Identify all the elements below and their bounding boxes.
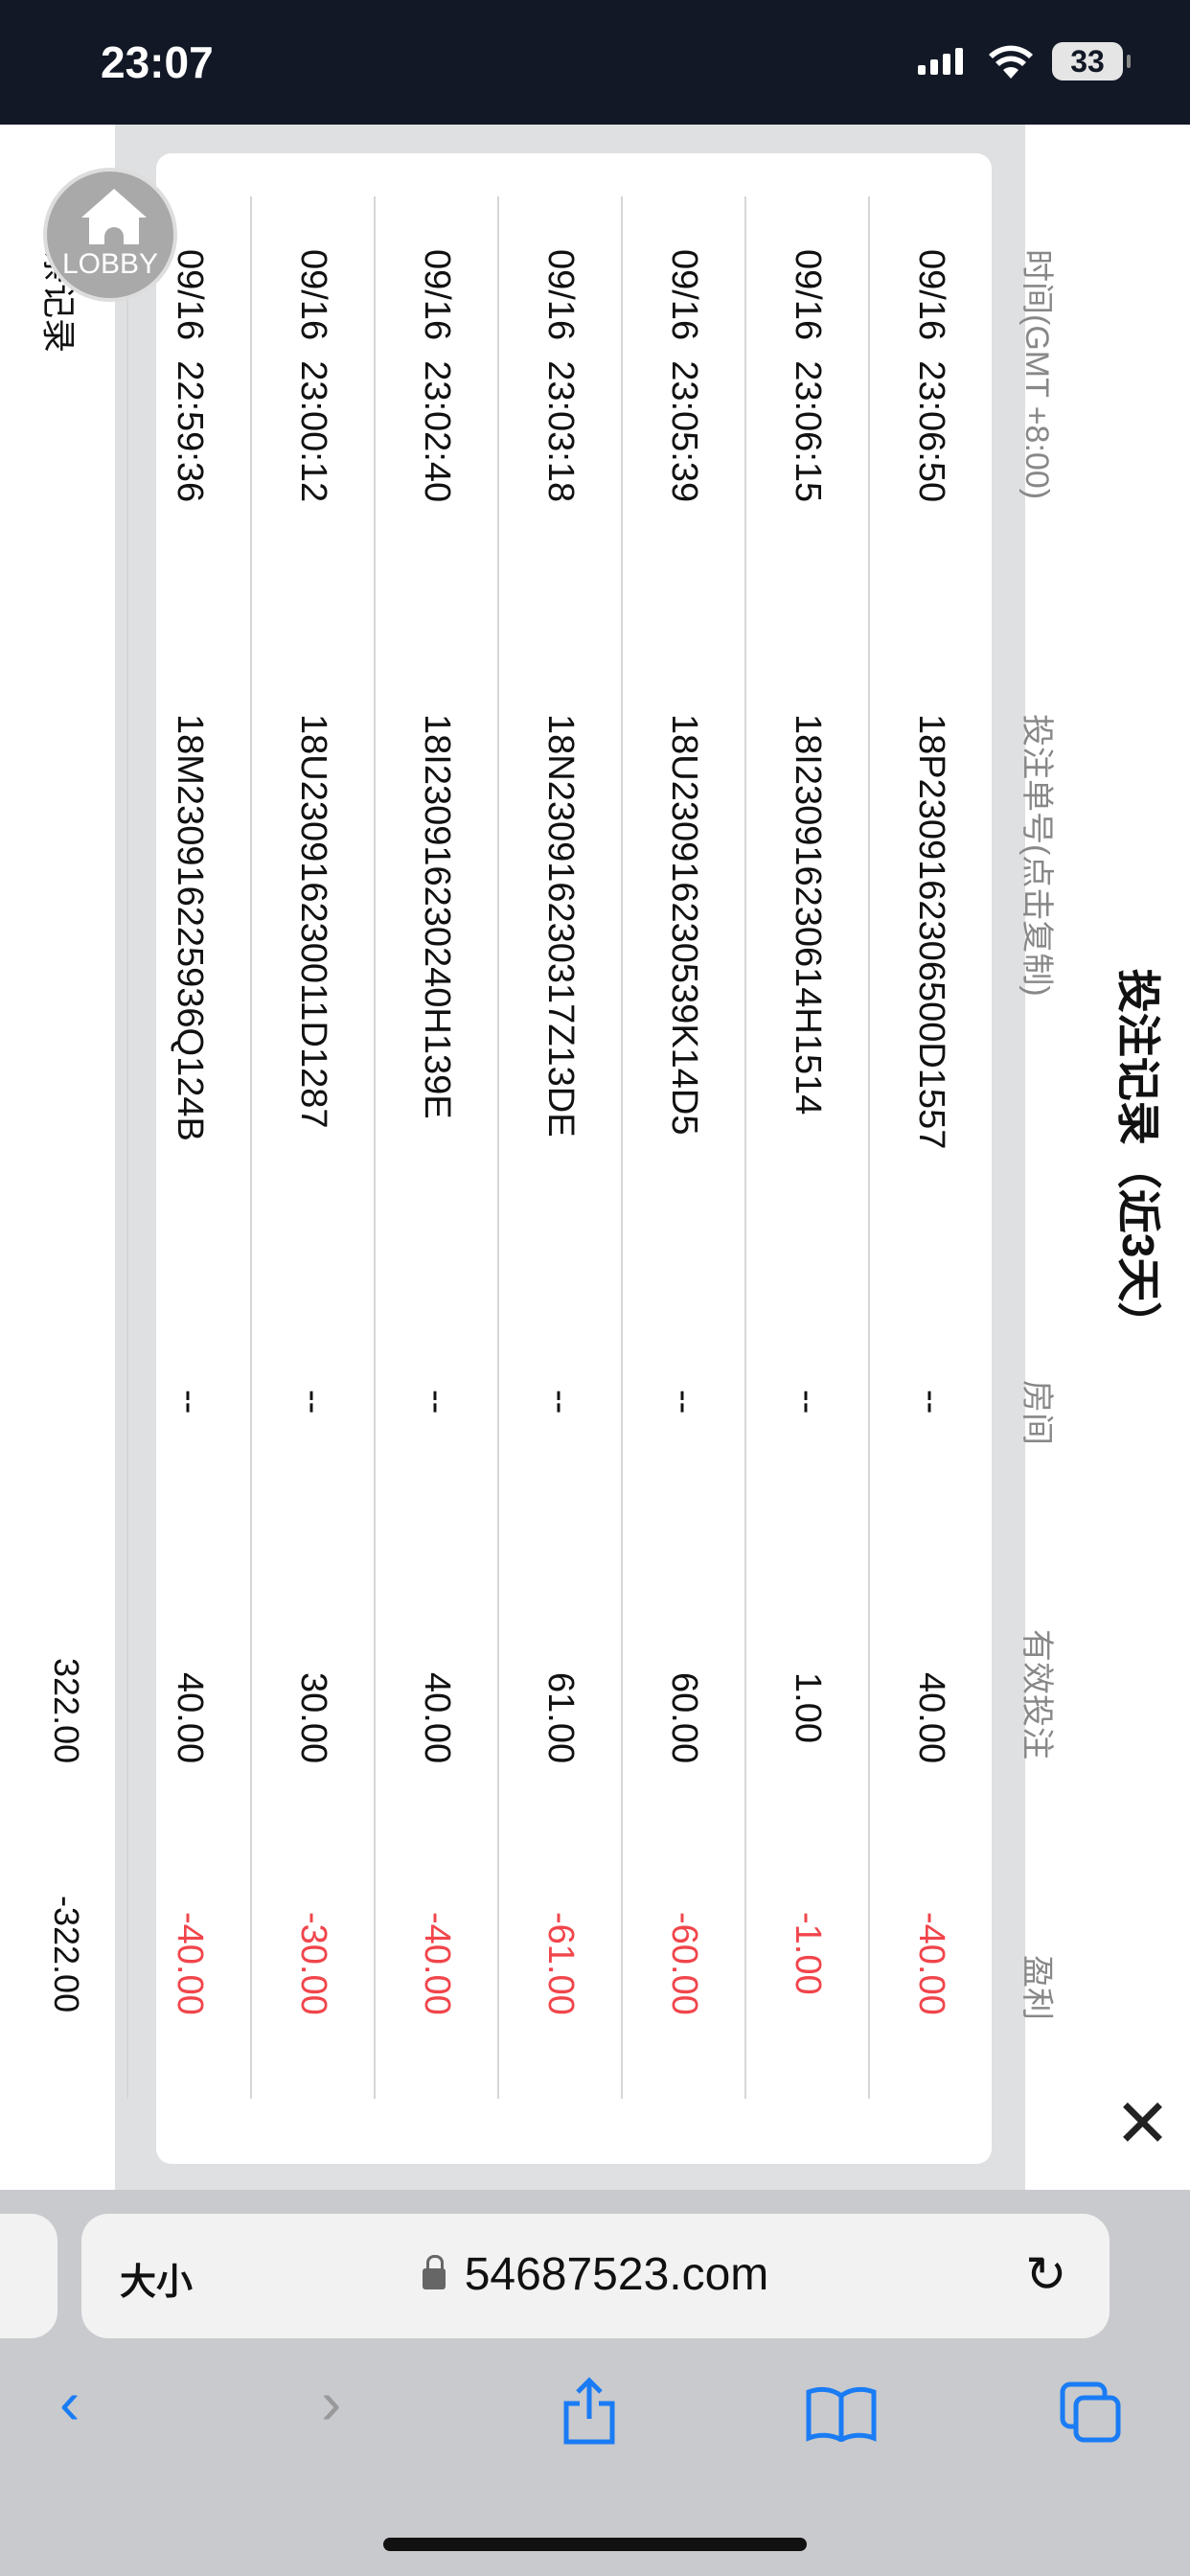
table-row: 09/16 23:00:12 18U230916230011D1287 -- 30.0… xyxy=(250,196,374,2099)
bet-time: 09/16 23:00:12 xyxy=(293,249,333,503)
modal-header: 投注记录（近3天） ✕ 时间(GMT +8:00) 投注单号(点击复制) 房间 … xyxy=(1018,125,1190,2190)
table-footer: 8条记录 322.00 -322.00 xyxy=(0,125,115,2190)
bet-time: 09/16 23:02:40 xyxy=(417,249,457,503)
profit: -40.00 xyxy=(170,1912,210,2015)
room: -- xyxy=(664,1390,704,1414)
table-row: 09/16 23:06:15 18I230916230614H1514 -- 1.00… xyxy=(744,196,868,2099)
valid-bet: 40.00 xyxy=(170,1672,210,1764)
table-row: 09/16 23:06:50 18P2309162306500D1557 -- 40.… xyxy=(868,196,992,2099)
home-indicator xyxy=(383,2538,807,2551)
tabs-icon[interactable] xyxy=(1059,2380,1122,2444)
previous-tab[interactable] xyxy=(0,2214,57,2338)
profit: -40.00 xyxy=(417,1912,457,2015)
forward-icon[interactable]: › xyxy=(321,2368,342,2437)
bet-time: 09/16 23:06:15 xyxy=(788,249,828,503)
bet-history-modal: 投注记录（近3天） ✕ 时间(GMT +8:00) 投注单号(点击复制) 房间 … xyxy=(0,125,1190,2190)
order-number[interactable]: 18P2309162306500D1557 xyxy=(911,714,951,1150)
room: -- xyxy=(788,1390,828,1414)
table-row: 09/16 23:05:39 18U230916230539K14D5 -- 60.0… xyxy=(621,196,744,2099)
room: -- xyxy=(170,1390,210,1414)
table-row: 09/16 23:02:40 18I230916230240H139E -- 40.0… xyxy=(374,196,497,2099)
profit: -1.00 xyxy=(788,1912,828,1995)
order-number[interactable]: 18U230916230011D1287 xyxy=(293,714,333,1129)
valid-bet: 40.00 xyxy=(417,1672,457,1764)
wifi-icon xyxy=(989,45,1033,79)
valid-bet: 40.00 xyxy=(911,1672,951,1764)
order-number[interactable]: 18I230916230240H139E xyxy=(417,714,457,1119)
column-header-order: 投注单号(点击复制) xyxy=(1018,714,1055,997)
total-profit: -322.00 xyxy=(47,1896,86,2013)
close-icon[interactable]: ✕ xyxy=(1104,2094,1179,2150)
bet-time: 09/16 23:03:18 xyxy=(540,249,581,503)
status-bar: 23:07 33 xyxy=(0,0,1190,125)
column-header-profit: 盈利 xyxy=(1018,1955,1055,2020)
profit: -60.00 xyxy=(664,1912,704,2015)
table-row: 09/16 23:03:18 18N230916230317Z13DE -- 61.0… xyxy=(497,196,621,2099)
bet-time: 09/16 22:59:36 xyxy=(170,249,210,503)
valid-bet: 60.00 xyxy=(664,1672,704,1764)
lobby-label: LOBBY xyxy=(61,248,159,280)
total-bet: 322.00 xyxy=(47,1658,86,1764)
house-icon xyxy=(81,189,147,218)
address-bar[interactable]: 大小 54687523.com ↻ xyxy=(81,2214,1110,2338)
column-header-room: 房间 xyxy=(1018,1380,1055,1445)
room: -- xyxy=(540,1390,581,1414)
domain[interactable]: 54687523.com xyxy=(464,2249,769,2300)
share-icon[interactable] xyxy=(561,2377,618,2446)
lobby-button[interactable]: LOBBY xyxy=(43,168,177,302)
modal-title: 投注记录（近3天） xyxy=(1113,968,1163,1346)
room: -- xyxy=(293,1390,333,1414)
battery-icon: 33 xyxy=(1052,42,1131,80)
profit: -40.00 xyxy=(911,1912,951,2015)
lock-icon xyxy=(422,2255,446,2289)
bet-time: 09/16 23:05:39 xyxy=(664,249,704,503)
text-size-button[interactable]: 大小 xyxy=(120,2263,194,2303)
column-header-valid-bet: 有效投注 xyxy=(1018,1629,1055,1760)
clock: 23:07 xyxy=(101,37,214,87)
order-number[interactable]: 18M230916225936Q124B xyxy=(170,714,210,1141)
order-number[interactable]: 18N230916230317Z13DE xyxy=(540,714,581,1138)
table-row: 09/16 22:59:36 18M230916225936Q124B -- 40.0… xyxy=(126,196,250,2099)
profit: -61.00 xyxy=(540,1912,581,2015)
signal-icon xyxy=(918,48,963,75)
column-header-time: 时间(GMT +8:00) xyxy=(1018,249,1055,500)
reload-icon[interactable]: ↻ xyxy=(1025,2247,1067,2303)
room: -- xyxy=(417,1390,457,1414)
room: -- xyxy=(911,1390,951,1414)
valid-bet: 1.00 xyxy=(788,1672,828,1743)
order-number[interactable]: 18I230916230614H1514 xyxy=(788,714,828,1116)
valid-bet: 61.00 xyxy=(540,1672,581,1764)
bookmarks-icon[interactable] xyxy=(805,2384,878,2442)
valid-bet: 30.00 xyxy=(293,1672,333,1764)
profit: -30.00 xyxy=(293,1912,333,2015)
bet-time: 09/16 23:06:50 xyxy=(911,249,951,503)
order-number[interactable]: 18U230916230539K14D5 xyxy=(664,714,704,1136)
records-table: 09/16 23:06:50 18P2309162306500D1557 -- 40.… xyxy=(126,153,992,2164)
back-icon[interactable]: ‹ xyxy=(59,2368,80,2437)
